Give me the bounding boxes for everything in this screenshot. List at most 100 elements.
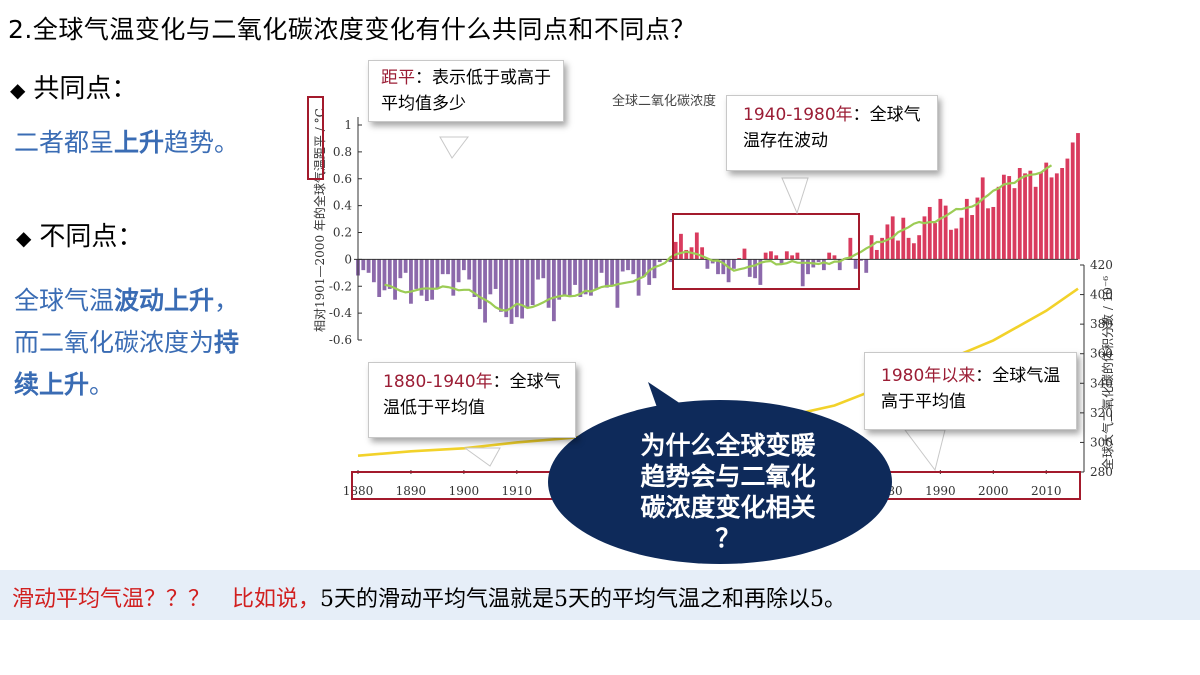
callout-1880-1940: 1880-1940年：全球气 温低于平均值 xyxy=(368,362,576,438)
temp-bar xyxy=(700,247,705,260)
temp-bar xyxy=(964,198,969,260)
temp-tick-label: 0.6 xyxy=(333,172,352,186)
difference-heading-text: 不同点： xyxy=(39,222,144,252)
temp-bar xyxy=(837,259,842,271)
temp-bar xyxy=(684,249,689,260)
co2-tick-label: 360 xyxy=(1090,347,1113,361)
temp-bar xyxy=(874,249,879,260)
temp-bar xyxy=(763,252,768,260)
temp-bar xyxy=(864,259,869,273)
temp-bar xyxy=(784,251,789,260)
temp-bar xyxy=(949,229,953,260)
temp-bar xyxy=(636,259,641,296)
temp-bar xyxy=(980,177,985,260)
x-tick-label: 1900 xyxy=(449,484,480,498)
temp-bar xyxy=(769,251,773,260)
temp-bar xyxy=(1065,158,1070,260)
temp-bar xyxy=(694,232,699,260)
temp-bar xyxy=(557,259,562,300)
temp-bar xyxy=(520,259,525,319)
temp-bar xyxy=(387,259,392,289)
temp-bar xyxy=(848,237,853,260)
temp-bar xyxy=(821,259,826,271)
temp-bar xyxy=(641,259,646,277)
temp-bar xyxy=(371,259,376,283)
temp-bar xyxy=(483,259,487,323)
temp-bar xyxy=(1001,174,1006,260)
temp-bar xyxy=(705,259,710,269)
temp-bar xyxy=(488,259,493,295)
temp-tick-label: -0.4 xyxy=(329,306,353,320)
temp-bar xyxy=(1070,142,1075,260)
temp-bar xyxy=(599,259,604,273)
x-tick-label: 2000 xyxy=(978,484,1009,498)
temp-bar xyxy=(679,233,683,260)
temp-bar xyxy=(922,216,927,260)
temp-bar xyxy=(419,259,424,296)
temp-bar xyxy=(578,259,583,297)
temp-bar xyxy=(536,259,540,280)
temp-bar xyxy=(737,258,742,260)
x-tick-label: 1880 xyxy=(343,484,374,498)
temp-bar xyxy=(424,259,429,302)
temp-bar xyxy=(1023,173,1027,260)
temp-bar xyxy=(514,259,519,318)
temp-bar xyxy=(382,259,387,291)
temp-bar xyxy=(753,259,757,279)
temp-bar xyxy=(795,252,800,260)
temp-bar xyxy=(673,241,678,260)
difference-heading: ◆ 不同点： xyxy=(16,216,143,253)
temp-bar xyxy=(721,259,726,275)
temp-bar xyxy=(906,237,911,260)
temp-bar xyxy=(652,259,657,279)
temp-bar xyxy=(938,198,943,260)
temp-bar xyxy=(393,259,397,300)
temp-bar xyxy=(668,259,673,263)
co2-axis-label: 全球大气二氧化碳的体积分数 / 10⁻⁶ xyxy=(1100,276,1115,470)
diamond-bullet-icon: ◆ xyxy=(16,226,32,250)
x-tick-label: 2010 xyxy=(1031,484,1062,498)
temp-bar xyxy=(853,259,858,269)
temperature-bars xyxy=(356,133,1080,324)
temp-bar xyxy=(1054,173,1059,260)
temp-bar xyxy=(986,208,990,260)
temp-bar xyxy=(1060,168,1065,260)
temp-bar xyxy=(1017,168,1022,260)
temp-bar xyxy=(779,259,784,264)
x-tick-label: 1910 xyxy=(502,484,533,498)
temp-bar xyxy=(414,259,419,289)
temp-bar xyxy=(366,259,371,273)
temp-bar xyxy=(726,259,731,283)
temp-bar xyxy=(885,224,890,260)
bottom-note-red: 滑动平均气温？？？ 比如说， xyxy=(12,587,321,612)
temp-bar xyxy=(499,259,503,312)
temp-bar xyxy=(1007,176,1012,260)
moving-average-line xyxy=(384,164,1053,312)
temp-bar xyxy=(509,259,514,324)
temp-bar xyxy=(530,259,535,306)
co2-tick-label: 280 xyxy=(1090,465,1113,479)
temp-bar xyxy=(991,206,996,260)
temp-bar xyxy=(604,259,609,288)
co2-tick-label: 380 xyxy=(1090,317,1113,331)
temp-bar xyxy=(451,259,456,296)
temp-tick-label: 1 xyxy=(344,118,352,132)
temp-bar xyxy=(827,252,832,260)
temp-bar xyxy=(731,259,736,269)
temp-bar xyxy=(970,215,975,260)
temp-bar xyxy=(806,259,810,275)
similarity-heading: ◆ 共同点： xyxy=(10,68,137,105)
temp-bar xyxy=(800,259,805,287)
temp-bar xyxy=(758,259,763,285)
question-bubble-shape xyxy=(548,400,892,564)
temp-bar xyxy=(546,259,551,308)
temp-tick-label: 0.4 xyxy=(333,199,352,213)
temp-bar xyxy=(398,259,403,279)
temp-tick-label: 0.2 xyxy=(333,226,352,240)
temp-bar xyxy=(1012,188,1017,260)
bottom-note: 滑动平均气温？？？ 比如说，5天的滑动平均气温就是5天的平均气温之和再除以5。 xyxy=(12,581,846,613)
co2-tick-label: 340 xyxy=(1090,376,1113,390)
question-bubble: 为什么全球变暖 趋势会与二氧化 碳浓度变化相关 ？ xyxy=(640,431,816,553)
callout-anomaly: 距平：表示低于或高于 平均值多少 xyxy=(368,60,564,122)
